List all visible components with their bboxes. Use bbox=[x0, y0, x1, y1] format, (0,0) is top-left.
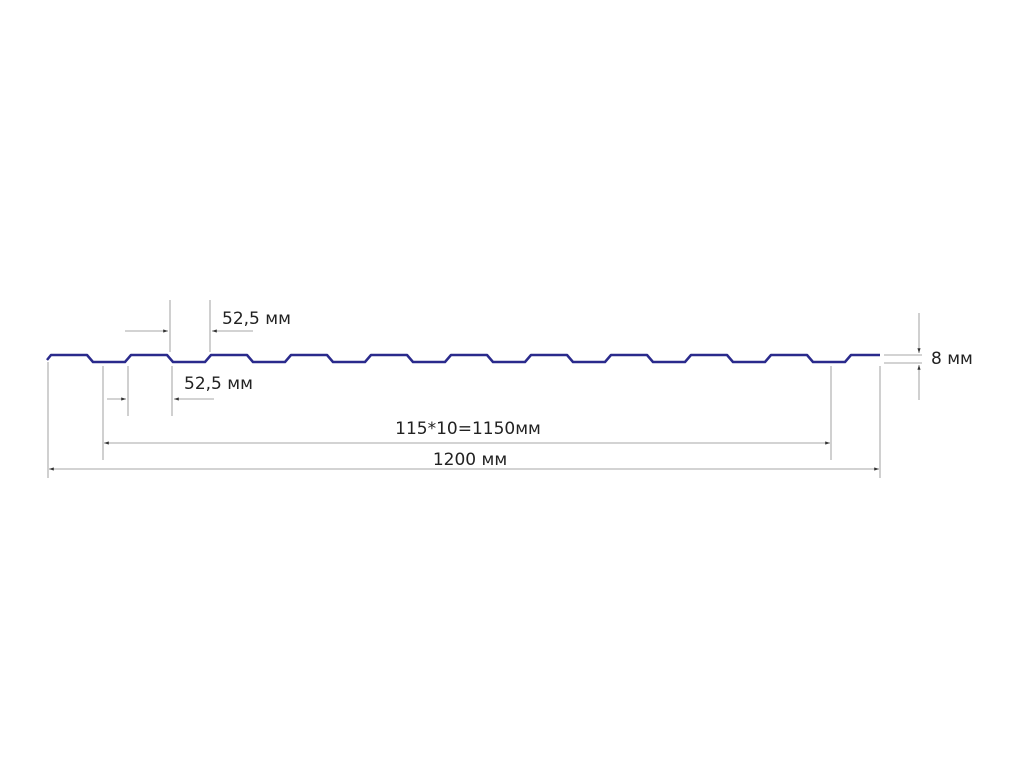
total-width-label: 1200 мм bbox=[433, 450, 507, 470]
useful-width-label: 115*10=1150мм bbox=[395, 419, 541, 439]
dimension-arrows bbox=[49, 313, 921, 471]
sheet-profile bbox=[46, 353, 880, 364]
extension-lines bbox=[47, 300, 922, 478]
height-label: 8 мм bbox=[931, 349, 973, 369]
top-pitch-label: 52,5 мм bbox=[222, 309, 291, 329]
bottom-pitch-label: 52,5 мм bbox=[184, 374, 253, 394]
